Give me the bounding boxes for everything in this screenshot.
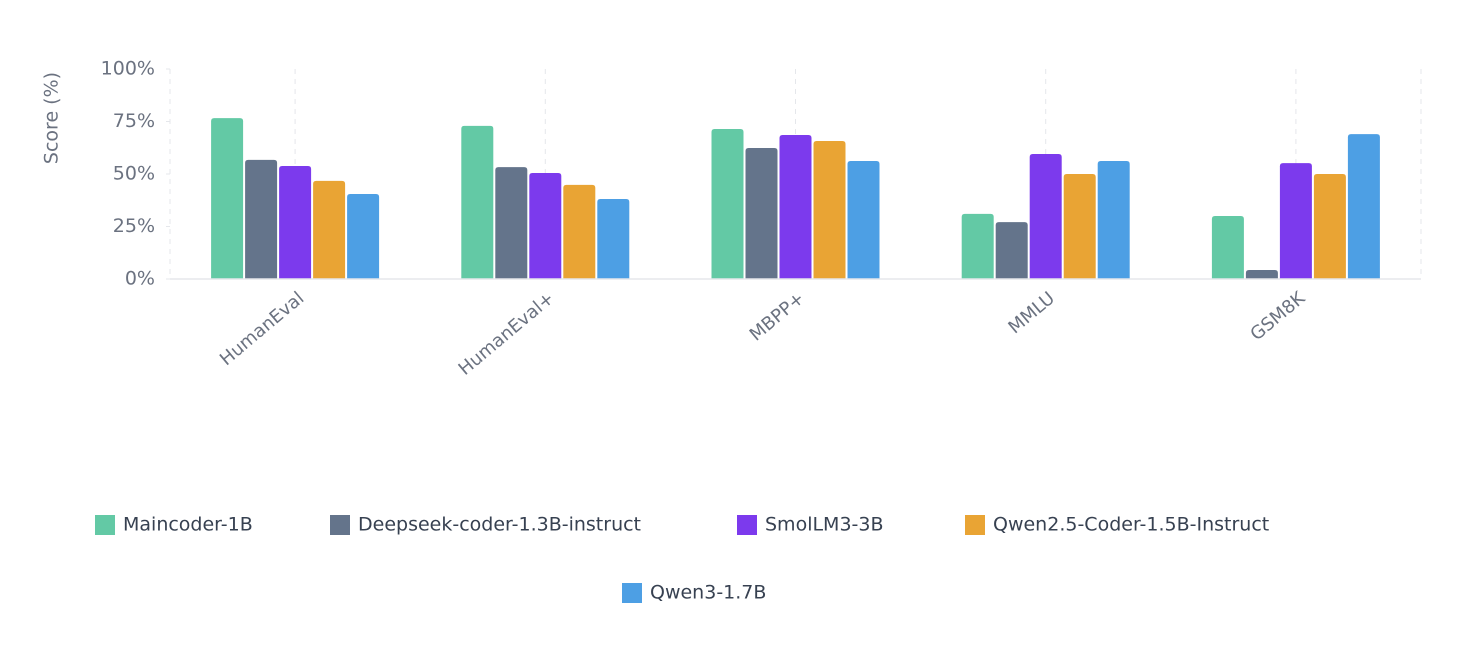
bar [1063,174,1096,279]
legend-label: Maincoder-1B [123,514,253,536]
x-tick-label: GSM8K [1246,287,1310,345]
bar [313,180,346,279]
y-axis-title: Score (%) [41,72,63,164]
bar [1097,160,1130,279]
legend-label: Deepseek-coder-1.3B-instruct [358,514,641,536]
bar [279,166,312,279]
y-tick-label: 75% [113,110,155,132]
bar [597,198,630,279]
legend-label: Qwen3-1.7B [650,582,766,604]
bar [1245,269,1278,279]
bar [563,184,596,279]
bar [461,125,494,279]
legend-swatch [965,515,985,535]
bar [813,141,846,279]
legend-label: SmolLM3-3B [765,514,884,536]
bar [1211,216,1244,279]
y-tick-label: 50% [113,163,155,185]
bar [995,222,1028,279]
x-tick-label: HumanEval [216,288,308,370]
bar [1347,134,1380,279]
bar [711,129,744,279]
bar [347,193,380,279]
bar [1313,174,1346,279]
bar [847,160,880,279]
bar [779,134,812,279]
legend-swatch [737,515,757,535]
bar [745,147,778,279]
x-tick-label: MBPP+ [746,288,809,346]
y-tick-label: 100% [101,58,155,80]
bar [961,213,994,279]
bar [211,118,244,279]
bar [1279,163,1312,279]
legend-swatch [622,583,642,603]
legend-label: Qwen2.5-Coder-1.5B-Instruct [993,514,1269,536]
y-tick-label: 0% [125,268,155,290]
x-tick-label: HumanEval+ [455,288,559,380]
bar [495,167,528,279]
bar [1029,154,1062,279]
x-tick-label: MMLU [1005,288,1059,338]
legend-swatch [330,515,350,535]
legend-swatch [95,515,115,535]
bar [245,159,278,279]
y-tick-label: 25% [113,215,155,237]
bar [529,172,562,279]
